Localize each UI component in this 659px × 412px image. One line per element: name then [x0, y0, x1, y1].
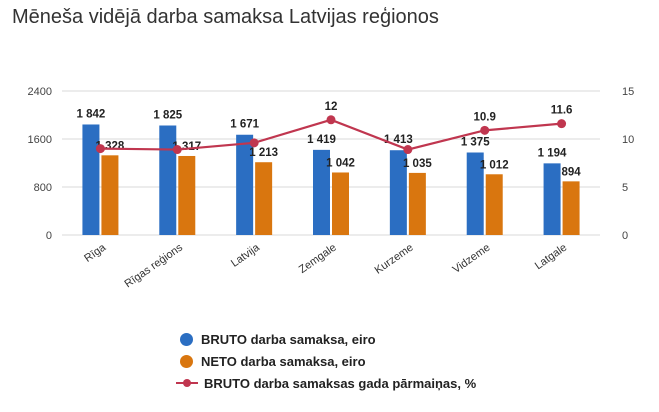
y-right-tick-label: 10 [622, 134, 634, 146]
data-label-neto: 1 213 [249, 147, 278, 159]
category-label-group: Vidzeme [451, 242, 493, 276]
legend-neto-swatch [180, 354, 193, 368]
category-label-group: Kurzeme [373, 242, 416, 277]
bar-neto [101, 155, 119, 235]
y-left-tick-label: 1600 [28, 134, 52, 146]
bar-bruto [236, 134, 254, 235]
legend-change-label: BRUTO darba samaksas gada pārmaiņas, % [204, 375, 477, 391]
bar-bruto [466, 152, 484, 235]
data-label-bruto: 1 194 [538, 147, 567, 159]
data-label-neto: 894 [561, 166, 581, 178]
x-category-label: Kurzeme [373, 242, 416, 277]
category-label-group: Latgale [533, 242, 569, 273]
data-label-change: 11.6 [551, 105, 573, 117]
category-label-group: Rīgas reģions [122, 241, 185, 291]
line-point-change [480, 125, 490, 135]
x-category-label: Zemgale [297, 242, 339, 276]
data-label-bruto: 1 671 [230, 119, 259, 131]
legend-bruto-swatch [180, 332, 193, 346]
legend-item-neto[interactable]: NETO darba samaksa, eiro [180, 350, 476, 372]
legend-change-swatch [176, 377, 198, 390]
bar-bruto [389, 150, 407, 235]
data-label-neto: 1 042 [326, 157, 355, 169]
y-left-tick-label: 2400 [28, 86, 52, 98]
line-point-change [95, 144, 105, 154]
data-label-bruto: 1 419 [307, 134, 336, 146]
data-label-bruto: 1 825 [153, 110, 182, 122]
y-right-tick-label: 15 [622, 86, 634, 98]
line-point-change [172, 145, 182, 155]
y-left-tick-label: 800 [34, 182, 52, 194]
data-label-bruto: 1 413 [384, 134, 413, 146]
line-point-change [249, 138, 259, 148]
y-right-tick-label: 5 [622, 182, 628, 194]
data-label-bruto: 1 842 [77, 108, 106, 120]
bar-neto [255, 162, 273, 235]
bar-neto [408, 172, 426, 235]
line-point-change [326, 115, 336, 125]
x-category-label: Latgale [533, 242, 569, 273]
chart-legend: BRUTO darba samaksa, eiro NETO darba sam… [176, 328, 477, 394]
x-category-label: Latvija [229, 241, 263, 270]
bar-neto [178, 155, 196, 235]
x-category-label: Vidzeme [451, 242, 493, 276]
chart-title: Mēneša vidējā darba samaksa Latvijas reģ… [12, 6, 439, 28]
legend-neto-label: NETO darba samaksa, eiro [201, 353, 366, 369]
line-point-change [557, 119, 567, 129]
y-left-tick-label: 0 [46, 230, 52, 242]
legend-item-change[interactable]: BRUTO darba samaksas gada pārmaiņas, % [176, 372, 477, 394]
bar-bruto [543, 163, 561, 235]
data-label-neto: 1 012 [480, 159, 509, 171]
line-point-change [403, 145, 413, 155]
category-label-group: Latvija [229, 241, 263, 270]
data-label-change: 10.9 [474, 111, 496, 123]
bar-neto [485, 174, 503, 235]
x-category-label: Rīga [82, 241, 109, 265]
data-label-neto: 1 035 [403, 158, 432, 170]
category-label-group: Zemgale [297, 242, 339, 276]
bar-bruto [313, 149, 330, 235]
data-label-change: 12 [325, 101, 338, 113]
bar-bruto [82, 124, 100, 235]
legend-item-bruto[interactable]: BRUTO darba samaksa, eiro [180, 328, 476, 350]
legend-bruto-label: BRUTO darba samaksa, eiro [201, 331, 376, 347]
y-right-tick-label: 0 [622, 230, 628, 242]
bar-neto [562, 181, 580, 235]
category-label-group: Rīga [82, 241, 109, 265]
x-category-label: Rīgas reģions [122, 241, 185, 291]
bar-bruto [159, 125, 177, 235]
bar-neto [332, 172, 349, 235]
data-label-bruto: 1 375 [461, 137, 490, 149]
